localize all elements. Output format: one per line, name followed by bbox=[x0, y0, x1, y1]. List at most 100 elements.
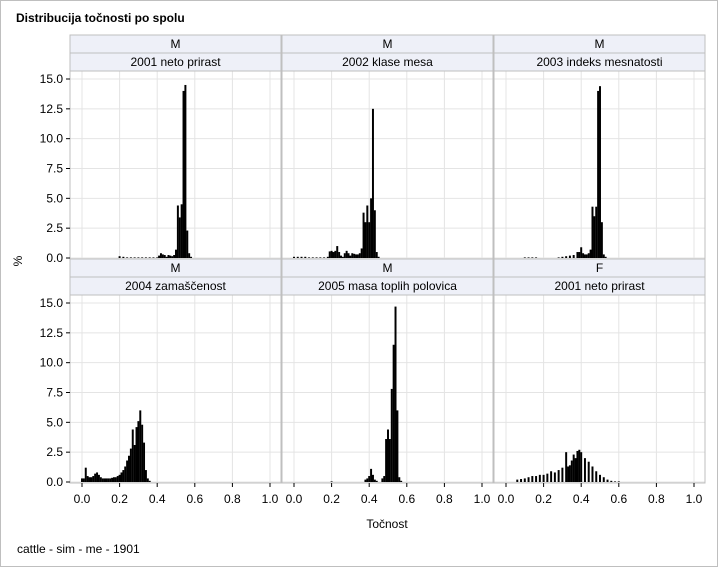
histogram-bar bbox=[583, 254, 586, 258]
histogram-bar bbox=[129, 448, 132, 482]
histogram-bar bbox=[358, 253, 361, 258]
x-tick-label: 0.0 bbox=[74, 492, 91, 506]
histogram-bar bbox=[595, 471, 598, 482]
histogram-bar bbox=[381, 478, 384, 482]
histogram-bar bbox=[311, 257, 314, 258]
histogram-bar bbox=[137, 421, 140, 482]
histogram-bar bbox=[293, 256, 295, 258]
y-tick-label: 10.0 bbox=[40, 132, 64, 146]
histogram-bar bbox=[118, 256, 121, 258]
histogram-bar bbox=[602, 477, 605, 482]
panel-border bbox=[69, 294, 282, 484]
histogram-bar bbox=[169, 255, 172, 258]
histogram-bar bbox=[587, 461, 590, 482]
histogram-bar bbox=[593, 216, 596, 258]
histogram-bar bbox=[340, 255, 342, 258]
histogram-bar bbox=[133, 445, 136, 482]
histogram-bar bbox=[567, 466, 570, 482]
histogram-bar bbox=[86, 476, 89, 482]
histogram-bar bbox=[148, 480, 151, 482]
histogram-bar bbox=[143, 442, 146, 482]
panel-1: M 2001 neto prirast 0.0 2.5 5.0 7.5 10.0 12.5 15… bbox=[40, 34, 282, 265]
histogram-bar bbox=[144, 257, 147, 258]
y-tick-label: 7.5 bbox=[46, 386, 63, 400]
histogram-bar bbox=[568, 255, 571, 258]
histogram-bar bbox=[144, 470, 147, 482]
histogram-bar bbox=[315, 257, 318, 258]
histogram-bar bbox=[178, 217, 181, 258]
histogram-bar bbox=[373, 479, 376, 482]
histogram-bar bbox=[84, 467, 87, 482]
histogram-bar bbox=[330, 250, 333, 258]
histogram-bar bbox=[362, 212, 365, 258]
histogram-bar bbox=[356, 254, 359, 258]
histogram-bar bbox=[137, 257, 140, 258]
histogram-bar bbox=[392, 344, 395, 482]
histogram-bar bbox=[614, 481, 617, 482]
histogram-bar bbox=[328, 251, 331, 258]
histogram-bar bbox=[126, 460, 129, 482]
strip-label-sex: M bbox=[383, 37, 393, 51]
histogram-bar bbox=[82, 478, 85, 482]
histogram-bar bbox=[101, 478, 104, 482]
histogram-bar bbox=[396, 410, 399, 482]
histogram-bar bbox=[366, 478, 369, 482]
strip-label-trait: 2001 neto prirast bbox=[554, 279, 645, 293]
histogram-bar bbox=[107, 478, 110, 482]
strip-label-trait: 2004 zamaščenost bbox=[125, 279, 226, 293]
histogram-bar bbox=[591, 466, 594, 482]
histogram-bar bbox=[109, 478, 112, 482]
x-tick-label: 0.4 bbox=[573, 492, 590, 506]
panel-5: M 2005 masa toplih polovica 0.0 0.2 0.4 0.6 0.… bbox=[281, 258, 494, 506]
histogram-bar bbox=[103, 478, 106, 482]
strip-label-trait: 2003 indeks mesnatosti bbox=[536, 55, 662, 69]
histogram-bar bbox=[165, 256, 168, 258]
histogram-bar bbox=[161, 254, 164, 258]
histogram-bar bbox=[190, 256, 193, 258]
histogram-bar bbox=[604, 256, 607, 258]
histogram-bar bbox=[326, 256, 329, 258]
strip-label-sex: M bbox=[171, 261, 181, 275]
histogram-bar bbox=[580, 247, 583, 258]
histogram-bar bbox=[139, 410, 142, 482]
histogram-bar bbox=[599, 474, 601, 482]
strip-label-trait: 2005 masa toplih polovica bbox=[318, 279, 457, 293]
histogram-bar bbox=[96, 472, 99, 482]
histogram-bar bbox=[576, 252, 579, 258]
histogram-bar bbox=[332, 252, 335, 258]
histogram-bar bbox=[600, 222, 603, 258]
histogram-bar bbox=[523, 257, 526, 258]
histogram-bar bbox=[355, 254, 358, 258]
y-tick-label: 12.5 bbox=[40, 102, 64, 116]
panel-3: M 2003 indeks mesnatosti bbox=[493, 34, 706, 260]
histogram-bar bbox=[370, 468, 373, 482]
histogram-bar bbox=[580, 452, 583, 482]
histogram-bar bbox=[578, 252, 581, 258]
histogram-bar bbox=[591, 206, 594, 258]
histogram-bar bbox=[520, 479, 523, 482]
histogram-bar bbox=[531, 257, 534, 258]
panel-4: M 2004 zamaščenost 0.0 2.5 5.0 7.5 10.0 12.5 15.… bbox=[40, 258, 282, 506]
histogram-bar bbox=[99, 477, 102, 482]
histogram-bar bbox=[617, 481, 620, 482]
histogram-bar bbox=[122, 256, 125, 258]
x-tick-label: 0.0 bbox=[286, 492, 303, 506]
histogram-bar bbox=[159, 253, 162, 258]
histogram-bar bbox=[182, 90, 185, 258]
histogram-bar bbox=[111, 477, 114, 482]
histogram-bar bbox=[90, 477, 93, 482]
histogram-bar bbox=[122, 470, 125, 482]
histogram-bar bbox=[383, 476, 386, 482]
histogram-bar bbox=[345, 250, 348, 258]
histogram-bar bbox=[583, 458, 586, 482]
histogram-bar bbox=[390, 388, 393, 482]
x-tick-label: 0.2 bbox=[111, 492, 128, 506]
histogram-bar bbox=[578, 449, 581, 482]
histogram-bar bbox=[371, 474, 374, 482]
histogram-bar bbox=[527, 257, 530, 258]
histogram-bar bbox=[156, 257, 159, 258]
histogram-bar bbox=[370, 198, 373, 258]
strip-label-sex: F bbox=[596, 261, 603, 275]
histogram-bar bbox=[394, 306, 397, 482]
histogram-bar bbox=[535, 257, 538, 258]
